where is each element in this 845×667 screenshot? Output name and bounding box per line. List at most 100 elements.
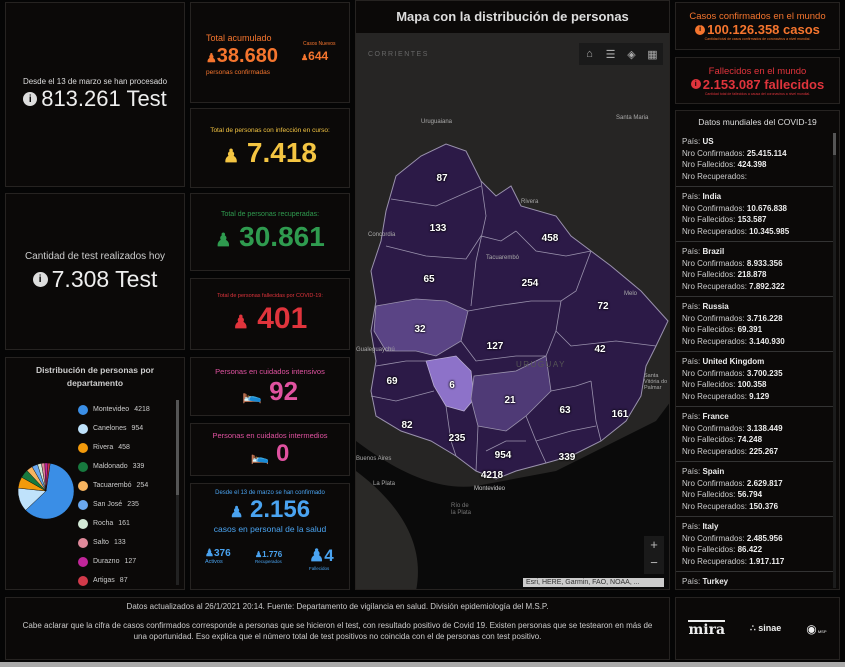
bed-icon: 🛌 [250, 448, 270, 465]
field-label: Nro Confirmados: [682, 258, 747, 268]
department-value-soriano[interactable]: 69 [386, 376, 398, 387]
legend-label: Canelones [93, 425, 127, 432]
legend-item[interactable]: Montevideo 4218 [78, 400, 150, 419]
home-icon[interactable]: ⌂ [586, 48, 593, 60]
field-label: País: [682, 522, 703, 531]
department-value-rivera[interactable]: 458 [541, 233, 559, 244]
map-place-label: La Plata [373, 481, 396, 487]
country-rec: 10.345.985 [749, 226, 790, 236]
legend-swatch [78, 499, 88, 510]
map-view[interactable] [356, 33, 670, 590]
health-active-label: Activos [205, 559, 223, 565]
country-item[interactable]: País: France Nro Confirmados: 3.138.449 Nr… [676, 407, 833, 462]
department-value-maldonado[interactable]: 339 [558, 452, 576, 463]
department-value-san-josé[interactable]: 235 [448, 433, 466, 444]
legend-item[interactable]: Rocha 161 [78, 514, 150, 533]
tests-today-panel: Cantidad de test realizados hoy i 7.308 T… [5, 193, 185, 350]
country-item[interactable]: País: India Nro Confirmados: 10.676.838 Nr… [676, 187, 833, 242]
field-label: Nro Recuperados: [682, 501, 750, 511]
field-label: País: [682, 247, 703, 256]
footer-notes: Datos actualizados al 26/1/2021 20:14. F… [5, 597, 670, 660]
legend-swatch [78, 556, 88, 567]
country-item[interactable]: País: US Nro Confirmados: 25.415.114 Nro F… [676, 132, 833, 187]
legend-scrollbar[interactable] [176, 400, 179, 585]
country-dead: 69.391 [737, 325, 763, 334]
department-value-rocha[interactable]: 161 [611, 409, 629, 420]
country-item[interactable]: País: United Kingdom Nro Confirmados: 3.7… [676, 352, 833, 407]
department-value-treinta-y-tres[interactable]: 42 [594, 344, 606, 355]
field-label: Nro Confirmados: [682, 148, 747, 158]
legend-item[interactable]: Canelones 954 [78, 419, 150, 438]
footer-update-text: Datos actualizados al 26/1/2021 20:14. F… [126, 602, 549, 611]
total-panel: Total acumulado ♟38.680 personas confirm… [190, 2, 350, 103]
pie-slice-montevideo[interactable] [25, 463, 75, 520]
department-value-río-negro[interactable]: 32 [414, 324, 426, 335]
country-conf: 3.716.228 [746, 313, 783, 323]
department-value-cerro-largo[interactable]: 72 [597, 301, 609, 312]
map-attribution[interactable]: Esri, HERE, Garmin, FAO, NOAA, ... [523, 578, 664, 587]
country-item[interactable]: País: TurkeyNro Confirmados: 2.442.350Nr… [676, 572, 833, 590]
field-label: País: [682, 577, 703, 586]
intermediate-label: Personas en cuidados intermedios [212, 431, 328, 440]
field-label: Nro Fallecidos: [682, 490, 738, 499]
department-value-colonia[interactable]: 82 [401, 420, 413, 431]
field-label: Nro Fallecidos: [682, 325, 738, 334]
field-label: Nro Confirmados: [682, 589, 747, 590]
legend-item[interactable]: San José 235 [78, 495, 150, 514]
legend-item[interactable]: Maldonado 339 [78, 457, 150, 476]
legend-value: 235 [127, 501, 139, 508]
department-value-paysandú[interactable]: 65 [423, 274, 435, 285]
legend-item[interactable]: Tacuarembó 254 [78, 476, 150, 495]
country-conf: 10.676.838 [746, 203, 787, 213]
department-value-flores[interactable]: 6 [449, 380, 455, 391]
country-item[interactable]: País: Russia Nro Confirmados: 3.716.228 Nr… [676, 297, 833, 352]
zoom-out-button[interactable]: − [650, 555, 658, 570]
pie-slice-artigas[interactable] [45, 462, 51, 492]
deaths-value: 401 [257, 301, 308, 335]
footer-logos: mira ∴ sinae ◉ MSP [675, 597, 840, 660]
department-value-salto[interactable]: 133 [429, 223, 447, 234]
legend-value: 127 [124, 558, 137, 565]
department-value-artigas[interactable]: 87 [436, 173, 448, 184]
icu-value: 92 [269, 375, 299, 406]
total-value: 38.680 [216, 45, 278, 67]
country-item[interactable]: País: Brazil Nro Confirmados: 8.933.356 Nr… [676, 242, 833, 297]
total-label: Total acumulado [206, 33, 272, 43]
field-label: Nro Recuperados: [682, 226, 750, 236]
legend-item[interactable]: Salto 133 [78, 533, 150, 552]
map-place-label: CORRIENTES [368, 51, 429, 58]
legend-item[interactable]: Rivera 458 [78, 438, 150, 457]
new-cases-value: 644 [308, 49, 329, 63]
info-icon: i [23, 92, 38, 106]
world-data-panel: Datos mundiales del COVID-19 País: US Nro… [675, 110, 840, 590]
legend-label: Rocha [93, 520, 114, 527]
country-item[interactable]: País: Italy Nro Confirmados: 2.485.956 Nro… [676, 517, 833, 572]
department-rio-negro [373, 298, 469, 357]
legend-item[interactable]: Artigas 87 [78, 571, 150, 590]
field-label: País: [682, 137, 703, 146]
legend-item[interactable]: Durazno 127 [78, 552, 150, 571]
country-name: Russia [702, 302, 729, 311]
zoom-in-button[interactable]: + [650, 537, 658, 552]
department-value-montevideo[interactable]: 4218 [480, 470, 504, 481]
basemap-gallery-icon[interactable]: ▦ [647, 48, 658, 61]
icu-label: Personas en cuidados intensivos [215, 366, 325, 376]
sinae-logo: ∴ sinae [750, 623, 782, 633]
department-value-tacuarembó[interactable]: 254 [521, 278, 539, 289]
deaths-label: Total de personas fallecidas por COVID-1… [217, 292, 323, 299]
map-place-label: Uruguaiana [421, 119, 453, 125]
department-value-lavalleja[interactable]: 63 [559, 405, 571, 416]
country-dead: 153.587 [737, 215, 767, 224]
country-list[interactable]: País: US Nro Confirmados: 25.415.114 Nro F… [676, 132, 833, 590]
department-chart-panel: Distribución de personas por departament… [5, 357, 185, 590]
active-panel: Total de personas con infección en curso… [190, 108, 350, 188]
layers-icon[interactable]: ◈ [627, 48, 636, 61]
department-value-canelones[interactable]: 954 [494, 450, 512, 461]
country-list-scrollbar[interactable] [833, 133, 836, 588]
department-value-durazno[interactable]: 127 [486, 341, 504, 352]
department-flores [425, 355, 475, 412]
legend-list-icon[interactable]: ☰ [605, 48, 616, 61]
country-item[interactable]: País: Spain Nro Confirmados: 2.629.817 Nro… [676, 462, 833, 517]
department-value-florida[interactable]: 21 [504, 395, 516, 406]
